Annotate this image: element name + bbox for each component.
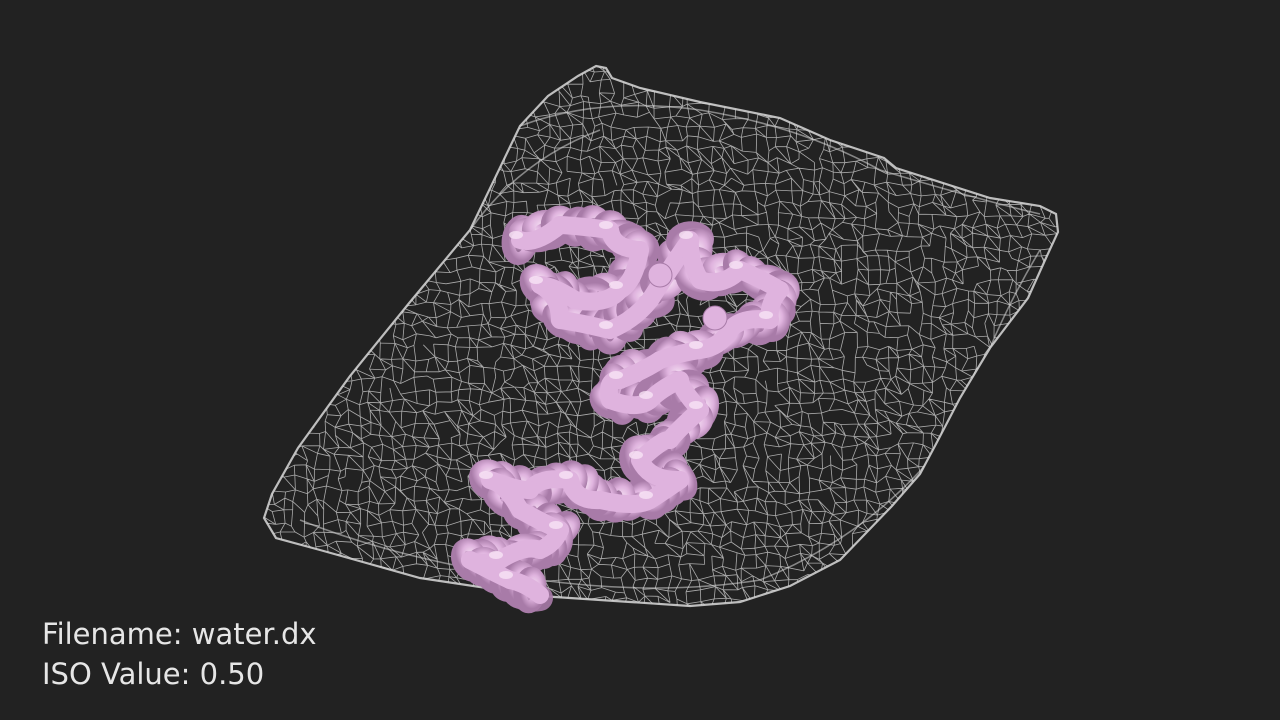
wireframe-contour (989, 249, 1041, 349)
iso-value-label: ISO Value: 0.50 (42, 657, 265, 691)
protein-specular-highlight (509, 231, 523, 239)
protein-specular-highlight (599, 221, 613, 229)
protein-specular-highlight (689, 341, 703, 349)
wireframe-contour (469, 129, 601, 231)
protein-tube-end (647, 262, 673, 288)
protein-specular-highlight (529, 276, 543, 284)
wireframe-contour (299, 459, 931, 589)
protein-specular-highlight (679, 231, 693, 239)
protein-specular-highlight (639, 391, 653, 399)
protein-specular-highlight (479, 471, 493, 479)
protein-ribbon (450, 205, 800, 614)
wireframe-mesh-lines (264, 66, 1058, 606)
protein-specular-highlight (559, 471, 573, 479)
protein-specular-highlight (549, 521, 563, 529)
protein-coil-segment (501, 571, 549, 604)
protein-specular-highlight (729, 261, 743, 269)
filename-label: Filename: water.dx (42, 617, 317, 651)
protein-tube-end (702, 305, 728, 331)
protein-specular-highlight (639, 491, 653, 499)
protein-specular-highlight (629, 451, 643, 459)
protein-specular-highlight (499, 571, 513, 579)
protein-specular-highlight (599, 321, 613, 329)
wireframe-contour (519, 104, 1041, 215)
isosurface-wireframe (262, 64, 1060, 608)
protein-specular-highlight (609, 281, 623, 289)
protein-specular-highlight (689, 401, 703, 409)
protein-specular-highlight (609, 371, 623, 379)
protein-specular-highlight (489, 551, 503, 559)
protein-specular-highlight (759, 311, 773, 319)
